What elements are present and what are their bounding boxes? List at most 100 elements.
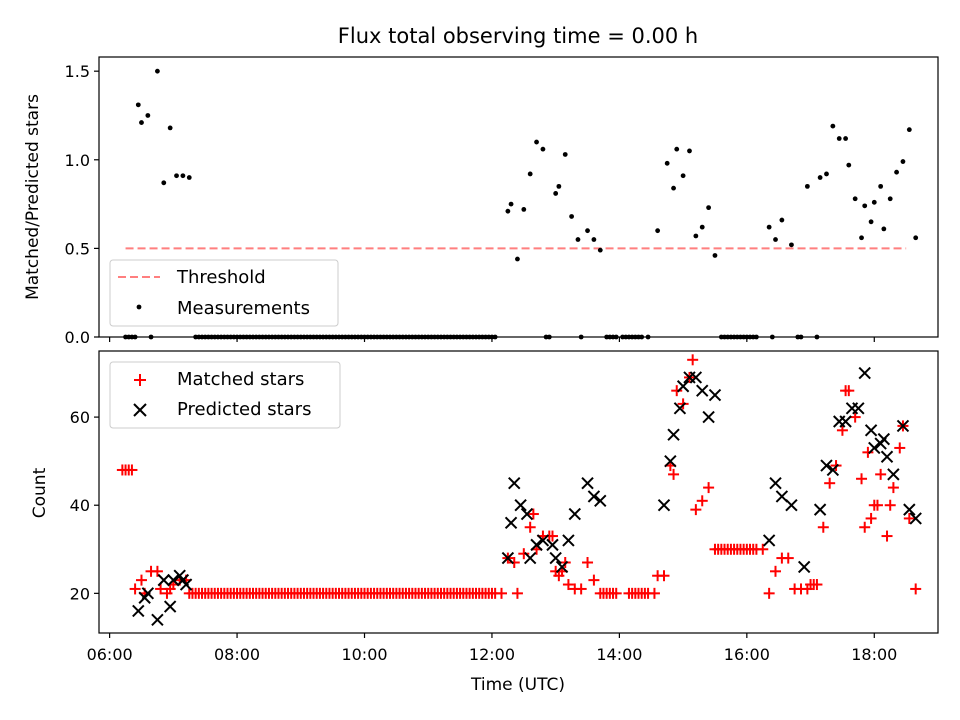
matched-legend-label: Matched stars bbox=[177, 369, 304, 390]
matched-star-point bbox=[865, 512, 877, 524]
measurement-point bbox=[534, 139, 539, 145]
matched-star-point bbox=[871, 499, 883, 511]
measurement-point bbox=[597, 247, 603, 253]
matched-star-point bbox=[527, 508, 539, 520]
measurement-point bbox=[575, 237, 581, 242]
predicted-star-point bbox=[657, 499, 671, 512]
predicted-star-point bbox=[546, 538, 559, 552]
measurement-point bbox=[540, 146, 546, 152]
measurement-point bbox=[887, 196, 893, 202]
predicted-star-point bbox=[664, 454, 677, 468]
predicted-star-point bbox=[514, 499, 527, 512]
predicted-star-point bbox=[877, 432, 891, 446]
measurement-point bbox=[674, 146, 680, 152]
matched-star-point bbox=[894, 442, 906, 454]
predicted-star-point bbox=[179, 578, 193, 591]
matched-star-point bbox=[843, 385, 855, 397]
predicted-star-point bbox=[549, 551, 562, 565]
matched-star-point bbox=[836, 424, 848, 436]
matched-star-point bbox=[903, 512, 915, 524]
top-y-tick-label: 0.5 bbox=[65, 239, 90, 258]
matched-star-point bbox=[811, 579, 823, 591]
matched-star-point bbox=[135, 574, 147, 586]
predicted-star-point bbox=[852, 402, 865, 415]
measurement-point bbox=[515, 256, 520, 262]
bottom-plot-frame bbox=[98, 350, 939, 634]
bottom-y-tick-label: 20 bbox=[70, 584, 90, 603]
measurement-point bbox=[553, 191, 559, 196]
predicted-star-point bbox=[151, 613, 164, 626]
measurement-point bbox=[562, 152, 568, 157]
measurement-point bbox=[824, 171, 829, 177]
matched-star-point bbox=[757, 543, 769, 555]
predicted-star-point bbox=[820, 459, 833, 472]
matched-star-point bbox=[817, 521, 829, 533]
predicted-star-point bbox=[523, 551, 537, 565]
predicted-star-point bbox=[696, 384, 709, 397]
measurement-point bbox=[852, 196, 858, 202]
matched-stars-series bbox=[116, 354, 922, 599]
bottom-y-tick-label: 40 bbox=[70, 496, 90, 515]
matched-star-point bbox=[859, 521, 871, 533]
predicted-star-point bbox=[676, 380, 690, 393]
top-plot-frame bbox=[98, 56, 939, 338]
predicted-star-point bbox=[508, 476, 521, 490]
chart-title: Flux total observing time = 0.00 h bbox=[338, 24, 698, 48]
predicted-legend-label: Predicted stars bbox=[177, 399, 311, 420]
matched-star-point bbox=[910, 583, 922, 595]
measurement-point bbox=[836, 136, 842, 141]
predicted-star-point bbox=[501, 551, 515, 565]
predicted-star-point bbox=[504, 516, 518, 530]
measurement-point bbox=[687, 148, 692, 154]
measurement-point bbox=[180, 173, 186, 179]
matched-star-point bbox=[582, 557, 594, 568]
predicted-stars-series bbox=[132, 366, 922, 626]
matched-star-point bbox=[696, 495, 708, 507]
x-axis-label: Time (UTC) bbox=[470, 675, 565, 695]
top-x-axis-ticks bbox=[109, 337, 875, 342]
measurement-point bbox=[161, 180, 167, 186]
measurement-point bbox=[868, 219, 874, 225]
predicted-star-point bbox=[775, 490, 789, 503]
matched-star-point bbox=[856, 473, 868, 485]
measurement-point bbox=[830, 123, 836, 129]
threshold-legend-label: Threshold bbox=[176, 267, 266, 288]
measurement-point bbox=[556, 183, 562, 189]
matched-star-point bbox=[690, 504, 702, 516]
matched-star-point bbox=[658, 570, 670, 582]
matched-star-point bbox=[155, 583, 167, 595]
measurement-point bbox=[508, 201, 514, 207]
bottom-y-axis-ticks: 20 40 60 bbox=[70, 408, 99, 603]
matched-star-point bbox=[588, 574, 600, 586]
matched-star-point bbox=[881, 530, 893, 542]
measurement-point bbox=[894, 169, 899, 175]
predicted-star-point bbox=[909, 512, 922, 525]
measurement-point bbox=[846, 162, 852, 168]
predicted-star-point bbox=[689, 371, 703, 384]
measurement-point bbox=[913, 235, 919, 241]
measurement-point bbox=[881, 226, 887, 232]
measurement-point bbox=[655, 228, 661, 234]
predicted-star-point bbox=[132, 604, 145, 618]
top-y-tick-label: 1.5 bbox=[65, 62, 90, 81]
matched-legend-swatch bbox=[134, 374, 146, 386]
matched-star-point bbox=[508, 557, 520, 568]
measurement-point bbox=[139, 120, 144, 125]
matched-star-point bbox=[770, 565, 782, 577]
measurement-point bbox=[843, 136, 848, 141]
measurement-point bbox=[871, 199, 877, 205]
measurement-point bbox=[712, 253, 718, 258]
predicted-star-point bbox=[887, 468, 900, 481]
predicted-star-point bbox=[839, 415, 852, 428]
predicted-star-point bbox=[568, 507, 581, 521]
predicted-star-point bbox=[864, 424, 878, 437]
matched-star-point bbox=[610, 587, 622, 599]
predicted-star-point bbox=[896, 419, 910, 433]
bottom-legend-box bbox=[109, 361, 341, 429]
matched-star-point bbox=[875, 468, 887, 480]
bottom-y-tick-label: 60 bbox=[70, 408, 90, 427]
measurement-point bbox=[817, 175, 823, 180]
measurement-point bbox=[766, 224, 772, 230]
matched-star-point bbox=[511, 587, 523, 599]
